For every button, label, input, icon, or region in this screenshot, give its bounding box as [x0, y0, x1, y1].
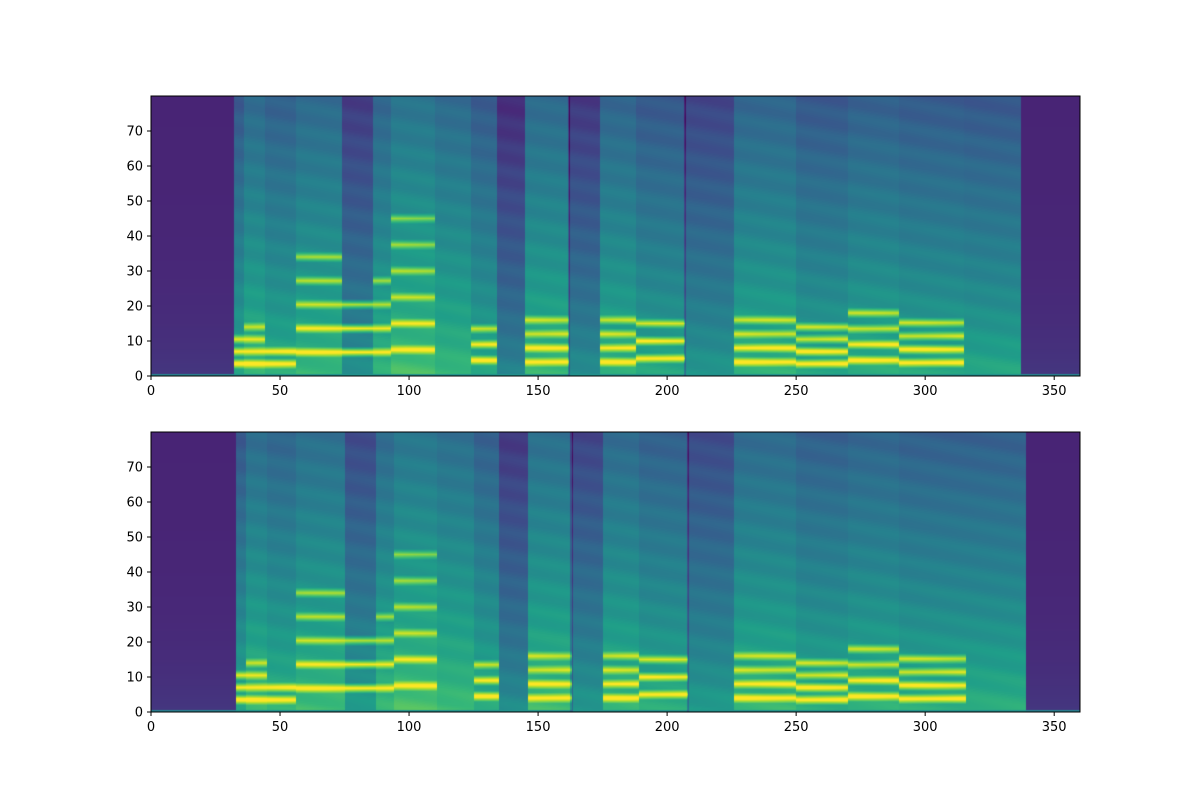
- x-tick-label: 150: [526, 384, 551, 399]
- heatmap-image-top: [151, 96, 1080, 376]
- y-tick-label: 40: [126, 230, 143, 245]
- x-tick-label: 150: [526, 720, 551, 735]
- y-tick-label: 70: [126, 461, 143, 476]
- x-tick-label: 200: [655, 384, 680, 399]
- x-tick-label: 300: [913, 384, 938, 399]
- x-tick-label: 200: [655, 720, 680, 735]
- y-tick-label: 30: [126, 265, 143, 280]
- x-tick-label: 350: [1042, 384, 1067, 399]
- x-tick-label: 250: [784, 720, 809, 735]
- spectrogram-panel-bottom: 0 50 100 150 200 250 300 350 0 10 20 30 40 50 60 70: [126, 431, 1081, 736]
- y-tick-label: 0: [135, 370, 143, 385]
- y-tick-label: 10: [126, 671, 143, 686]
- ticks-bottom: 0 50 100 150 200 250 300 350 0 10 20 30 40 50 60 70: [126, 461, 1066, 736]
- x-tick-label: 50: [272, 720, 289, 735]
- spectrogram-panel-top: 0 50 100 150 200 250 300 350 0 10 20 30 40 50 60 70: [126, 95, 1081, 400]
- y-tick-label: 70: [126, 125, 143, 140]
- y-tick-label: 60: [126, 160, 143, 175]
- y-tick-label: 60: [126, 496, 143, 511]
- x-tick-label: 0: [147, 384, 155, 399]
- x-tick-label: 300: [913, 720, 938, 735]
- x-tick-label: 100: [397, 384, 422, 399]
- x-tick-label: 350: [1042, 720, 1067, 735]
- x-tick-label: 0: [147, 720, 155, 735]
- y-tick-label: 20: [126, 300, 143, 315]
- heatmap-bottom-container: [151, 432, 1080, 712]
- y-tick-label: 40: [126, 566, 143, 581]
- heatmap-top-container: [151, 96, 1080, 376]
- x-tick-label: 100: [397, 720, 422, 735]
- y-tick-label: 50: [126, 531, 143, 546]
- y-tick-label: 0: [135, 706, 143, 721]
- y-tick-label: 50: [126, 195, 143, 210]
- x-tick-label: 250: [784, 384, 809, 399]
- heatmap-image-bottom: [151, 432, 1080, 712]
- y-tick-label: 20: [126, 636, 143, 651]
- ticks-top: 0 50 100 150 200 250 300 350 0 10 20 30 40 50 60 70: [126, 125, 1066, 400]
- y-tick-label: 30: [126, 601, 143, 616]
- y-tick-label: 10: [126, 335, 143, 350]
- x-tick-label: 50: [272, 384, 289, 399]
